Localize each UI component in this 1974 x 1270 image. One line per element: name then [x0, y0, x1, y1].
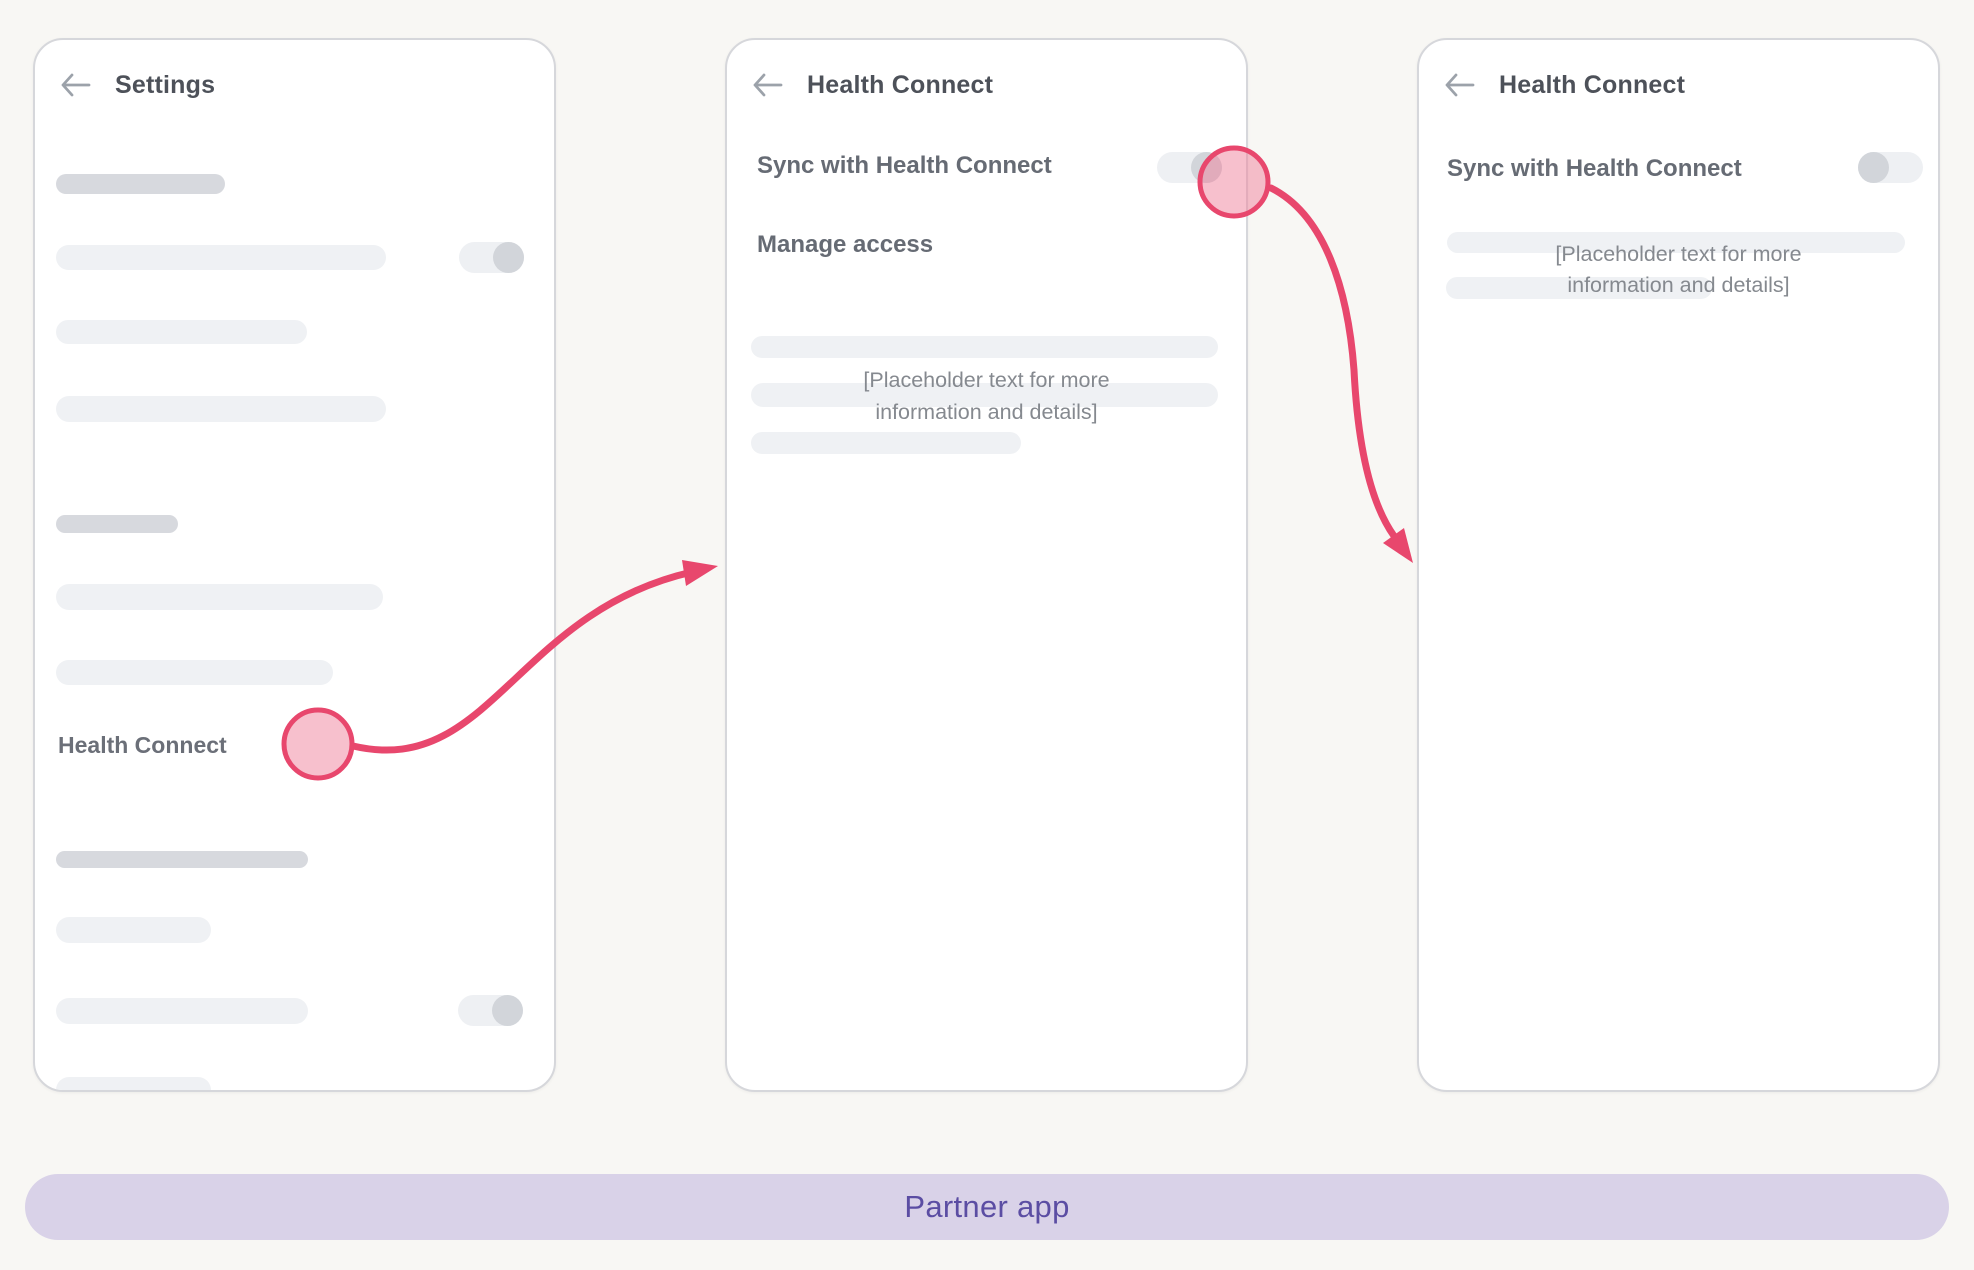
health-connect-header: Health Connect	[727, 40, 1246, 120]
page-title: Health Connect	[1499, 71, 1686, 99]
sync-toggle[interactable]	[1157, 152, 1222, 183]
settings-header: Settings	[35, 40, 554, 120]
flow-arrowhead	[1383, 528, 1413, 563]
sync-toggle[interactable]	[1858, 152, 1923, 183]
sync-row-label: Sync with Health Connect	[1447, 155, 1742, 182]
skeleton-bar	[751, 432, 1021, 454]
toggle-knob	[493, 242, 524, 273]
skeleton-bar	[56, 396, 386, 422]
back-button[interactable]	[59, 72, 93, 98]
placeholder-line: information and details]	[1567, 273, 1790, 297]
back-arrow-icon	[1445, 73, 1475, 97]
skeleton-bar	[1446, 277, 1712, 299]
toggle-knob	[492, 995, 523, 1026]
skeleton-bar	[751, 336, 1218, 358]
placeholder-text: [Placeholder text for more information a…	[1419, 239, 1938, 301]
page-title: Settings	[115, 71, 216, 99]
skeleton-bar	[56, 1077, 211, 1090]
placeholder-text: [Placeholder text for more information a…	[727, 364, 1246, 428]
skeleton-bar	[56, 998, 308, 1024]
health-connect-result-screen: Health Connect Sync with Health Connect …	[1417, 38, 1940, 1092]
toggle-knob	[1191, 152, 1222, 183]
settings-toggle-1[interactable]	[459, 242, 524, 273]
skeleton-bar	[56, 851, 308, 868]
back-arrow-icon	[753, 73, 783, 97]
partner-app-banner: Partner app	[25, 1174, 1949, 1240]
settings-toggle-2[interactable]	[458, 995, 523, 1026]
skeleton-bar	[56, 917, 211, 943]
skeleton-bar	[56, 515, 178, 533]
skeleton-bar	[56, 320, 307, 344]
sync-row-label: Sync with Health Connect	[757, 152, 1052, 179]
page-title: Health Connect	[807, 71, 994, 99]
placeholder-line: information and details]	[875, 400, 1098, 424]
partner-app-label: Partner app	[904, 1189, 1070, 1224]
skeleton-bar	[56, 245, 386, 270]
skeleton-bar	[56, 660, 333, 685]
skeleton-bar	[56, 584, 383, 610]
toggle-knob	[1858, 152, 1889, 183]
flow-arrowhead	[682, 560, 718, 586]
manage-access-item[interactable]: Manage access	[757, 231, 934, 258]
health-connect-header: Health Connect	[1419, 40, 1938, 120]
flow-arrow	[1267, 184, 1398, 540]
health-connect-screen: Health Connect Sync with Health Connect …	[725, 38, 1248, 1092]
back-arrow-icon	[61, 73, 91, 97]
back-button[interactable]	[1443, 72, 1477, 98]
settings-screen: Settings Health Connect	[33, 38, 556, 1092]
skeleton-bar	[1447, 232, 1905, 253]
health-connect-menu-item[interactable]: Health Connect	[58, 732, 227, 758]
placeholder-line: [Placeholder text for more	[863, 368, 1110, 392]
placeholder-line: [Placeholder text for more	[1555, 242, 1802, 266]
back-button[interactable]	[751, 72, 785, 98]
skeleton-bar	[751, 383, 1218, 407]
skeleton-bar	[56, 174, 225, 194]
